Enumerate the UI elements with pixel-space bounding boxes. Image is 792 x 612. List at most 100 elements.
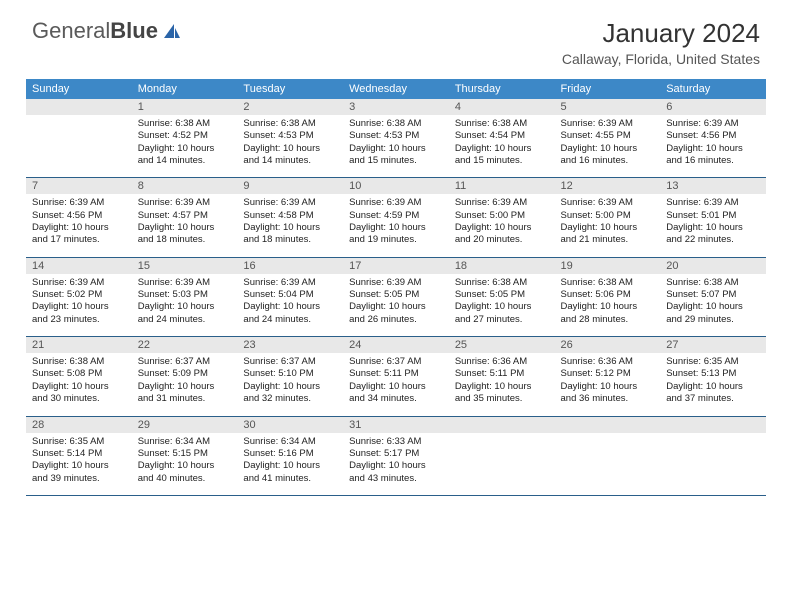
day2-text: and 20 minutes. bbox=[455, 234, 549, 246]
day2-text: and 41 minutes. bbox=[243, 473, 337, 485]
day-number: 22 bbox=[132, 337, 238, 354]
page-title: January 2024 bbox=[562, 18, 760, 49]
sunset-text: Sunset: 4:59 PM bbox=[349, 210, 443, 222]
day-number: 12 bbox=[555, 178, 661, 195]
sunset-text: Sunset: 5:05 PM bbox=[349, 289, 443, 301]
sunrise-text: Sunrise: 6:39 AM bbox=[32, 197, 126, 209]
sunset-text: Sunset: 4:57 PM bbox=[138, 210, 232, 222]
day2-text: and 34 minutes. bbox=[349, 393, 443, 405]
day2-text: and 15 minutes. bbox=[349, 155, 443, 167]
day-cell: Sunrise: 6:39 AMSunset: 4:59 PMDaylight:… bbox=[343, 194, 449, 257]
dayhead-tue: Tuesday bbox=[237, 79, 343, 99]
day-number: 20 bbox=[660, 257, 766, 274]
day-number: 23 bbox=[237, 337, 343, 354]
day-number bbox=[660, 416, 766, 433]
day1-text: Daylight: 10 hours bbox=[243, 381, 337, 393]
day-number bbox=[26, 99, 132, 115]
sunrise-text: Sunrise: 6:36 AM bbox=[561, 356, 655, 368]
day-cell: Sunrise: 6:37 AMSunset: 5:11 PMDaylight:… bbox=[343, 353, 449, 416]
day1-text: Daylight: 10 hours bbox=[32, 381, 126, 393]
sunrise-text: Sunrise: 6:39 AM bbox=[561, 118, 655, 130]
day2-text: and 14 minutes. bbox=[243, 155, 337, 167]
day2-text: and 22 minutes. bbox=[666, 234, 760, 246]
day-cell: Sunrise: 6:34 AMSunset: 5:16 PMDaylight:… bbox=[237, 433, 343, 496]
day-cell: Sunrise: 6:34 AMSunset: 5:15 PMDaylight:… bbox=[132, 433, 238, 496]
day1-text: Daylight: 10 hours bbox=[455, 301, 549, 313]
day1-text: Daylight: 10 hours bbox=[32, 301, 126, 313]
day1-text: Daylight: 10 hours bbox=[666, 381, 760, 393]
day-number: 6 bbox=[660, 99, 766, 115]
sunset-text: Sunset: 5:11 PM bbox=[349, 368, 443, 380]
sunset-text: Sunset: 5:11 PM bbox=[455, 368, 549, 380]
sunrise-text: Sunrise: 6:35 AM bbox=[666, 356, 760, 368]
day2-text: and 30 minutes. bbox=[32, 393, 126, 405]
day1-text: Daylight: 10 hours bbox=[561, 381, 655, 393]
day-number: 7 bbox=[26, 178, 132, 195]
sunrise-text: Sunrise: 6:38 AM bbox=[455, 277, 549, 289]
day-cell: Sunrise: 6:39 AMSunset: 5:02 PMDaylight:… bbox=[26, 274, 132, 337]
day-cell: Sunrise: 6:39 AMSunset: 4:57 PMDaylight:… bbox=[132, 194, 238, 257]
day-number: 14 bbox=[26, 257, 132, 274]
day2-text: and 27 minutes. bbox=[455, 314, 549, 326]
day-cell bbox=[449, 433, 555, 496]
day-cell: Sunrise: 6:37 AMSunset: 5:10 PMDaylight:… bbox=[237, 353, 343, 416]
day2-text: and 17 minutes. bbox=[32, 234, 126, 246]
sunrise-text: Sunrise: 6:39 AM bbox=[666, 197, 760, 209]
day2-text: and 23 minutes. bbox=[32, 314, 126, 326]
dayhead-sat: Saturday bbox=[660, 79, 766, 99]
day1-text: Daylight: 10 hours bbox=[561, 143, 655, 155]
sunset-text: Sunset: 5:09 PM bbox=[138, 368, 232, 380]
day-number bbox=[449, 416, 555, 433]
day-number: 8 bbox=[132, 178, 238, 195]
day-cell bbox=[26, 115, 132, 178]
day-cell: Sunrise: 6:39 AMSunset: 4:56 PMDaylight:… bbox=[660, 115, 766, 178]
sunset-text: Sunset: 5:15 PM bbox=[138, 448, 232, 460]
day2-text: and 14 minutes. bbox=[138, 155, 232, 167]
day2-text: and 26 minutes. bbox=[349, 314, 443, 326]
day1-text: Daylight: 10 hours bbox=[349, 143, 443, 155]
day-number: 21 bbox=[26, 337, 132, 354]
day2-text: and 16 minutes. bbox=[561, 155, 655, 167]
day-number: 13 bbox=[660, 178, 766, 195]
day2-text: and 18 minutes. bbox=[243, 234, 337, 246]
day-cell: Sunrise: 6:38 AMSunset: 4:54 PMDaylight:… bbox=[449, 115, 555, 178]
day1-text: Daylight: 10 hours bbox=[138, 143, 232, 155]
day1-text: Daylight: 10 hours bbox=[455, 381, 549, 393]
sunrise-text: Sunrise: 6:37 AM bbox=[349, 356, 443, 368]
sunrise-text: Sunrise: 6:39 AM bbox=[455, 197, 549, 209]
day1-text: Daylight: 10 hours bbox=[32, 222, 126, 234]
sunset-text: Sunset: 5:00 PM bbox=[455, 210, 549, 222]
sunset-text: Sunset: 5:07 PM bbox=[666, 289, 760, 301]
day-cell: Sunrise: 6:39 AMSunset: 4:58 PMDaylight:… bbox=[237, 194, 343, 257]
day1-text: Daylight: 10 hours bbox=[349, 381, 443, 393]
day1-text: Daylight: 10 hours bbox=[138, 301, 232, 313]
sunrise-text: Sunrise: 6:38 AM bbox=[455, 118, 549, 130]
page-header: GeneralBlue January 2024 Callaway, Flori… bbox=[0, 0, 792, 71]
sunrise-text: Sunrise: 6:34 AM bbox=[243, 436, 337, 448]
sunset-text: Sunset: 5:05 PM bbox=[455, 289, 549, 301]
day-number: 31 bbox=[343, 416, 449, 433]
sunset-text: Sunset: 5:17 PM bbox=[349, 448, 443, 460]
day-number: 11 bbox=[449, 178, 555, 195]
day-cell bbox=[660, 433, 766, 496]
sunset-text: Sunset: 5:03 PM bbox=[138, 289, 232, 301]
dayhead-wed: Wednesday bbox=[343, 79, 449, 99]
sunset-text: Sunset: 5:06 PM bbox=[561, 289, 655, 301]
day-number: 16 bbox=[237, 257, 343, 274]
logo-text: GeneralBlue bbox=[32, 18, 158, 44]
daynum-row: 78910111213 bbox=[26, 178, 766, 195]
dayhead-mon: Monday bbox=[132, 79, 238, 99]
day-cell: Sunrise: 6:39 AMSunset: 5:04 PMDaylight:… bbox=[237, 274, 343, 337]
day-cell: Sunrise: 6:39 AMSunset: 4:56 PMDaylight:… bbox=[26, 194, 132, 257]
detail-row: Sunrise: 6:39 AMSunset: 4:56 PMDaylight:… bbox=[26, 194, 766, 257]
day2-text: and 36 minutes. bbox=[561, 393, 655, 405]
day2-text: and 35 minutes. bbox=[455, 393, 549, 405]
daynum-row: 14151617181920 bbox=[26, 257, 766, 274]
day-number: 27 bbox=[660, 337, 766, 354]
day-cell: Sunrise: 6:39 AMSunset: 4:55 PMDaylight:… bbox=[555, 115, 661, 178]
day2-text: and 29 minutes. bbox=[666, 314, 760, 326]
sunrise-text: Sunrise: 6:34 AM bbox=[138, 436, 232, 448]
day-number: 10 bbox=[343, 178, 449, 195]
day-cell: Sunrise: 6:39 AMSunset: 5:05 PMDaylight:… bbox=[343, 274, 449, 337]
day-number: 15 bbox=[132, 257, 238, 274]
